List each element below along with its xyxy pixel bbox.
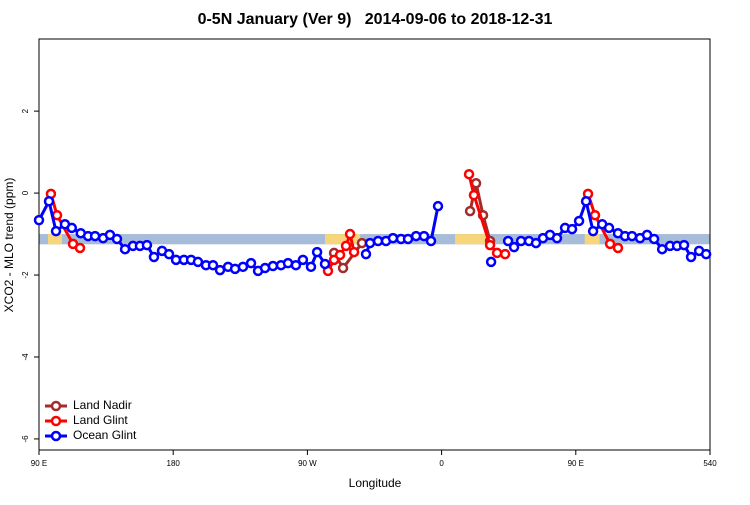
point xyxy=(356,237,368,249)
point xyxy=(290,259,302,271)
land-band xyxy=(47,234,62,245)
point xyxy=(111,233,123,245)
point xyxy=(344,228,356,240)
point xyxy=(648,233,660,245)
point xyxy=(192,256,204,268)
point xyxy=(43,196,55,207)
point xyxy=(319,258,331,270)
point xyxy=(587,225,599,237)
point xyxy=(74,242,86,254)
land-band xyxy=(455,234,491,245)
y-tick-label: 2 xyxy=(21,108,30,113)
point xyxy=(604,238,616,250)
point xyxy=(402,233,414,245)
point xyxy=(580,196,592,207)
point xyxy=(305,261,317,273)
x-tick-label: 90 E xyxy=(31,459,47,468)
point xyxy=(50,225,62,237)
land-band xyxy=(584,234,600,245)
point xyxy=(340,240,352,252)
point xyxy=(700,248,712,260)
point xyxy=(566,223,578,235)
point xyxy=(530,237,542,249)
point xyxy=(468,189,480,201)
point xyxy=(612,242,624,254)
point xyxy=(141,239,153,251)
x-tick-label: 180 xyxy=(167,459,181,468)
point xyxy=(334,249,346,261)
point xyxy=(237,261,249,273)
y-tick-label: -6 xyxy=(21,435,30,443)
point xyxy=(589,209,601,221)
land-band xyxy=(324,234,361,245)
point xyxy=(66,222,78,234)
point xyxy=(484,239,496,251)
point xyxy=(207,259,219,271)
y-tick-label: 0 xyxy=(21,190,30,195)
point xyxy=(337,262,349,274)
point xyxy=(364,237,376,249)
legend-marker xyxy=(50,400,62,412)
point xyxy=(485,256,497,268)
point xyxy=(425,235,437,247)
plot-frame xyxy=(38,38,711,451)
point xyxy=(89,230,101,242)
point xyxy=(297,254,309,266)
point xyxy=(360,248,372,260)
point xyxy=(267,260,279,272)
point xyxy=(502,235,514,247)
legend-marker xyxy=(50,415,62,427)
point xyxy=(491,247,503,259)
point xyxy=(33,214,45,226)
y-tick-label: -2 xyxy=(21,271,30,279)
point xyxy=(214,264,226,276)
y-tick-label: -4 xyxy=(21,353,30,361)
point xyxy=(573,215,585,227)
point xyxy=(678,239,690,251)
point xyxy=(418,230,430,242)
point xyxy=(685,251,697,263)
series-line xyxy=(364,205,440,255)
x-tick-label: 90 E xyxy=(568,459,584,468)
y-axis-label: XCO2 - MLO trend (ppm) xyxy=(2,178,16,313)
point xyxy=(348,246,360,258)
legend-label: Land Glint xyxy=(73,413,128,427)
point xyxy=(387,232,399,244)
point xyxy=(432,200,444,212)
x-tick-label: 90 W xyxy=(298,459,317,468)
point xyxy=(148,251,160,263)
point xyxy=(163,248,175,260)
point xyxy=(603,222,615,234)
point xyxy=(463,168,475,180)
point xyxy=(626,230,638,242)
point xyxy=(508,241,520,253)
point xyxy=(464,205,476,217)
point xyxy=(311,246,323,258)
x-tick-label: 0 xyxy=(439,459,444,468)
legend-label: Ocean Glint xyxy=(73,428,137,442)
legend-label: Land Nadir xyxy=(73,398,132,412)
x-axis-label: Longitude xyxy=(349,476,402,490)
chart-title: 0-5N January (Ver 9) 2014-09-06 to 2018-… xyxy=(198,11,553,28)
point xyxy=(245,257,257,269)
legend-marker xyxy=(50,430,62,442)
point xyxy=(551,232,563,244)
x-tick-label: 540 xyxy=(703,459,717,468)
point xyxy=(499,248,511,260)
